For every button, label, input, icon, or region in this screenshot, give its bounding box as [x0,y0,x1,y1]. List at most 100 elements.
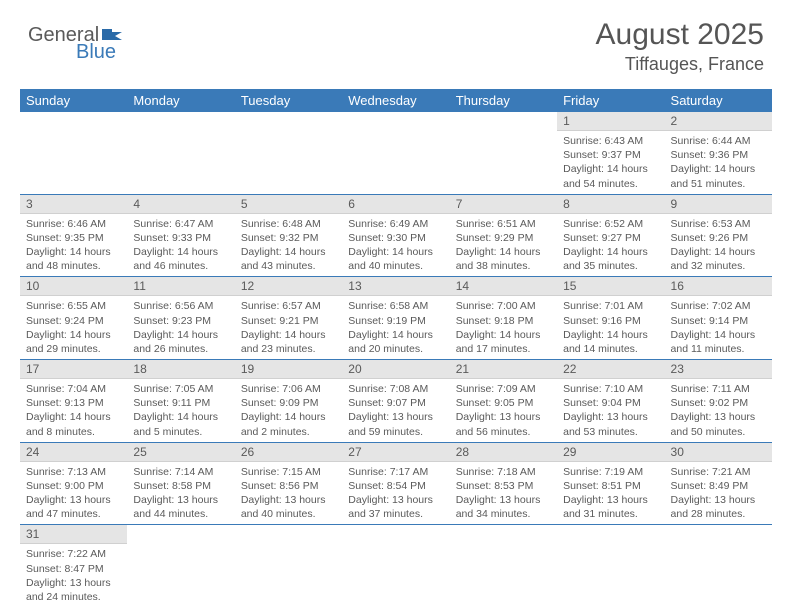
day-number: 15 [557,277,664,296]
day-content: Sunrise: 7:05 AMSunset: 9:11 PMDaylight:… [127,379,234,442]
sunrise-text: Sunrise: 6:53 AM [671,217,766,231]
calendar-week: 31Sunrise: 7:22 AMSunset: 8:47 PMDayligh… [20,525,772,607]
sunrise-text: Sunrise: 6:44 AM [671,134,766,148]
weekday-header: Tuesday [235,89,342,112]
daylight-text: Daylight: 14 hours and 38 minutes. [456,245,551,273]
day-content: Sunrise: 7:13 AMSunset: 9:00 PMDaylight:… [20,462,127,525]
day-number: 31 [20,525,127,544]
sunrise-text: Sunrise: 7:17 AM [348,465,443,479]
sunrise-text: Sunrise: 7:05 AM [133,382,228,396]
daylight-text: Daylight: 13 hours and 28 minutes. [671,493,766,521]
weekday-header: Monday [127,89,234,112]
day-number: 10 [20,277,127,296]
logo: GeneralBlue [28,24,123,64]
sunrise-text: Sunrise: 6:43 AM [563,134,658,148]
sunrise-text: Sunrise: 7:02 AM [671,299,766,313]
day-number: 12 [235,277,342,296]
calendar-day-cell [342,112,449,194]
calendar-day-cell: 6Sunrise: 6:49 AMSunset: 9:30 PMDaylight… [342,194,449,277]
day-number: 2 [665,112,772,131]
day-content: Sunrise: 6:49 AMSunset: 9:30 PMDaylight:… [342,214,449,277]
calendar-day-cell: 29Sunrise: 7:19 AMSunset: 8:51 PMDayligh… [557,442,664,525]
day-content: Sunrise: 7:11 AMSunset: 9:02 PMDaylight:… [665,379,772,442]
daylight-text: Daylight: 13 hours and 59 minutes. [348,410,443,438]
calendar-day-cell: 14Sunrise: 7:00 AMSunset: 9:18 PMDayligh… [450,277,557,360]
daylight-text: Daylight: 14 hours and 35 minutes. [563,245,658,273]
day-number: 11 [127,277,234,296]
calendar-day-cell: 18Sunrise: 7:05 AMSunset: 9:11 PMDayligh… [127,360,234,443]
sunset-text: Sunset: 9:07 PM [348,396,443,410]
calendar-day-cell: 3Sunrise: 6:46 AMSunset: 9:35 PMDaylight… [20,194,127,277]
day-number: 25 [127,443,234,462]
daylight-text: Daylight: 14 hours and 51 minutes. [671,162,766,190]
sunrise-text: Sunrise: 6:47 AM [133,217,228,231]
calendar-day-cell: 2Sunrise: 6:44 AMSunset: 9:36 PMDaylight… [665,112,772,194]
daylight-text: Daylight: 14 hours and 46 minutes. [133,245,228,273]
day-content: Sunrise: 6:51 AMSunset: 9:29 PMDaylight:… [450,214,557,277]
sunset-text: Sunset: 9:04 PM [563,396,658,410]
day-number: 17 [20,360,127,379]
day-number: 29 [557,443,664,462]
day-number: 8 [557,195,664,214]
sunrise-text: Sunrise: 6:55 AM [26,299,121,313]
calendar-day-cell: 10Sunrise: 6:55 AMSunset: 9:24 PMDayligh… [20,277,127,360]
sunrise-text: Sunrise: 7:19 AM [563,465,658,479]
calendar-day-cell [557,525,664,607]
sunrise-text: Sunrise: 6:48 AM [241,217,336,231]
day-number: 26 [235,443,342,462]
sunrise-text: Sunrise: 6:57 AM [241,299,336,313]
calendar-day-cell: 25Sunrise: 7:14 AMSunset: 8:58 PMDayligh… [127,442,234,525]
day-content: Sunrise: 7:18 AMSunset: 8:53 PMDaylight:… [450,462,557,525]
day-number: 13 [342,277,449,296]
day-number: 4 [127,195,234,214]
sunset-text: Sunset: 8:47 PM [26,562,121,576]
calendar-day-cell: 26Sunrise: 7:15 AMSunset: 8:56 PMDayligh… [235,442,342,525]
day-number: 23 [665,360,772,379]
sunset-text: Sunset: 8:51 PM [563,479,658,493]
weekday-header: Friday [557,89,664,112]
calendar-day-cell: 24Sunrise: 7:13 AMSunset: 9:00 PMDayligh… [20,442,127,525]
day-content: Sunrise: 7:21 AMSunset: 8:49 PMDaylight:… [665,462,772,525]
calendar-day-cell [450,112,557,194]
calendar-day-cell: 4 Sunrise: 6:47 AMSunset: 9:33 PMDaylight… [127,194,234,277]
daylight-text: Daylight: 14 hours and 40 minutes. [348,245,443,273]
calendar-day-cell [235,112,342,194]
day-number: 27 [342,443,449,462]
calendar-day-cell: 22Sunrise: 7:10 AMSunset: 9:04 PMDayligh… [557,360,664,443]
sunrise-text: Sunrise: 7:09 AM [456,382,551,396]
daylight-text: Daylight: 14 hours and 20 minutes. [348,328,443,356]
daylight-text: Daylight: 14 hours and 29 minutes. [26,328,121,356]
day-number: 20 [342,360,449,379]
calendar-day-cell: 19Sunrise: 7:06 AMSunset: 9:09 PMDayligh… [235,360,342,443]
daylight-text: Daylight: 14 hours and 2 minutes. [241,410,336,438]
sunrise-text: Sunrise: 7:13 AM [26,465,121,479]
sunrise-text: Sunrise: 7:21 AM [671,465,766,479]
calendar-day-cell: 30Sunrise: 7:21 AMSunset: 8:49 PMDayligh… [665,442,772,525]
calendar-day-cell: 16Sunrise: 7:02 AMSunset: 9:14 PMDayligh… [665,277,772,360]
day-content: Sunrise: 6:46 AMSunset: 9:35 PMDaylight:… [20,214,127,277]
calendar-body: 1Sunrise: 6:43 AMSunset: 9:37 PMDaylight… [20,112,772,607]
sunset-text: Sunset: 9:33 PM [133,231,228,245]
day-number: 5 [235,195,342,214]
daylight-text: Daylight: 14 hours and 43 minutes. [241,245,336,273]
day-content: Sunrise: 7:06 AMSunset: 9:09 PMDaylight:… [235,379,342,442]
calendar-day-cell [127,112,234,194]
day-content: Sunrise: 7:15 AMSunset: 8:56 PMDaylight:… [235,462,342,525]
day-content: Sunrise: 7:02 AMSunset: 9:14 PMDaylight:… [665,296,772,359]
day-content: Sunrise: 7:08 AMSunset: 9:07 PMDaylight:… [342,379,449,442]
day-number: 9 [665,195,772,214]
daylight-text: Daylight: 14 hours and 8 minutes. [26,410,121,438]
calendar-day-cell [235,525,342,607]
sunset-text: Sunset: 9:16 PM [563,314,658,328]
sunrise-text: Sunrise: 7:10 AM [563,382,658,396]
day-number: 14 [450,277,557,296]
day-content: Sunrise: 7:00 AMSunset: 9:18 PMDaylight:… [450,296,557,359]
sunrise-text: Sunrise: 6:56 AM [133,299,228,313]
sunrise-text: Sunrise: 6:52 AM [563,217,658,231]
day-content: Sunrise: 7:10 AMSunset: 9:04 PMDaylight:… [557,379,664,442]
sunrise-text: Sunrise: 7:04 AM [26,382,121,396]
day-number: 18 [127,360,234,379]
weekday-header: Saturday [665,89,772,112]
daylight-text: Daylight: 14 hours and 11 minutes. [671,328,766,356]
day-content: Sunrise: 6:55 AMSunset: 9:24 PMDaylight:… [20,296,127,359]
